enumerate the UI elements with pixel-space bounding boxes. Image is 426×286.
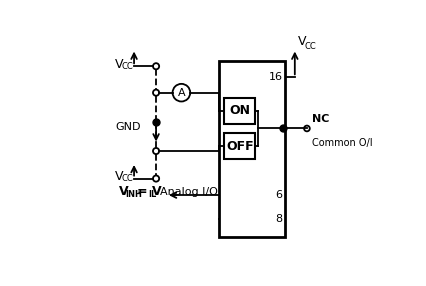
Text: INH: INH	[124, 190, 141, 199]
Text: GND: GND	[115, 122, 141, 132]
Text: Common O/I: Common O/I	[311, 138, 371, 148]
Text: IL: IL	[148, 190, 156, 199]
Text: A: A	[177, 88, 185, 98]
Bar	[219, 61, 284, 237]
Text: V: V	[115, 170, 124, 183]
Text: 16: 16	[268, 72, 282, 82]
Bar	[224, 98, 255, 124]
Text: V: V	[118, 185, 128, 198]
Text: = V: = V	[137, 185, 161, 198]
Text: Analog I/O: Analog I/O	[160, 187, 218, 197]
Text: V: V	[115, 57, 124, 71]
Text: V: V	[297, 35, 306, 47]
Bar	[224, 133, 255, 159]
Text: NC: NC	[311, 114, 328, 124]
Text: CC: CC	[121, 62, 132, 71]
Text: CC: CC	[304, 42, 315, 51]
Text: 8: 8	[275, 214, 282, 224]
Text: OFF: OFF	[225, 140, 253, 153]
Text: CC: CC	[121, 174, 132, 183]
Text: ON: ON	[229, 104, 250, 117]
Text: 6: 6	[275, 190, 282, 200]
